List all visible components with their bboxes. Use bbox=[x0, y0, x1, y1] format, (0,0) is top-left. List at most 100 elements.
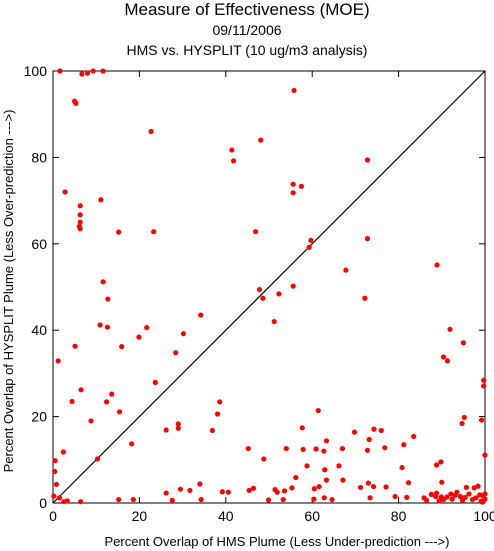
data-point bbox=[100, 279, 106, 285]
data-point bbox=[73, 100, 79, 106]
data-point bbox=[439, 479, 445, 485]
data-point bbox=[475, 483, 481, 489]
x-tick-label: 80 bbox=[391, 508, 407, 524]
data-point bbox=[461, 414, 467, 421]
data-point bbox=[448, 491, 454, 497]
data-point bbox=[424, 497, 430, 504]
data-point bbox=[434, 490, 440, 496]
x-tick-label: 100 bbox=[473, 508, 494, 524]
data-point bbox=[77, 219, 83, 225]
data-point bbox=[77, 226, 83, 232]
data-point bbox=[482, 491, 488, 497]
data-point bbox=[440, 354, 447, 360]
data-point bbox=[459, 420, 465, 427]
data-point bbox=[271, 318, 277, 325]
data-point bbox=[103, 399, 110, 405]
data-point bbox=[478, 417, 485, 423]
data-point bbox=[173, 350, 179, 356]
data-point bbox=[100, 68, 106, 74]
data-point bbox=[343, 267, 349, 273]
data-point bbox=[290, 181, 296, 187]
data-point bbox=[367, 495, 373, 501]
data-point bbox=[479, 499, 486, 505]
data-point bbox=[53, 481, 60, 488]
data-point bbox=[401, 442, 407, 448]
data-point bbox=[364, 236, 371, 242]
data-point bbox=[434, 462, 440, 468]
data-point bbox=[457, 493, 463, 500]
data-point bbox=[405, 480, 412, 486]
data-point bbox=[109, 391, 115, 397]
data-point bbox=[175, 425, 181, 431]
data-point bbox=[175, 421, 181, 427]
data-point bbox=[260, 295, 266, 301]
chart-title: Measure of Effectiveness (MOE) bbox=[124, 0, 370, 19]
data-point bbox=[56, 495, 63, 501]
data-point bbox=[473, 495, 479, 501]
data-point bbox=[449, 496, 455, 502]
data-point bbox=[357, 484, 364, 491]
data-point bbox=[177, 486, 184, 492]
data-point bbox=[55, 358, 61, 364]
data-point bbox=[316, 483, 322, 490]
data-point bbox=[399, 464, 405, 471]
data-point bbox=[323, 438, 330, 444]
data-point bbox=[336, 463, 342, 469]
data-point bbox=[116, 496, 122, 503]
data-point bbox=[311, 486, 317, 492]
data-point bbox=[300, 446, 306, 453]
data-point bbox=[482, 452, 488, 458]
data-point bbox=[364, 157, 371, 163]
data-point bbox=[62, 189, 68, 195]
data-point bbox=[364, 447, 371, 453]
y-tick-label: 80 bbox=[31, 149, 47, 165]
data-point bbox=[436, 498, 442, 504]
data-point bbox=[304, 463, 310, 469]
data-point bbox=[129, 441, 135, 447]
data-point bbox=[77, 212, 83, 218]
data-point bbox=[313, 446, 319, 452]
data-point bbox=[392, 493, 398, 500]
data-point bbox=[51, 493, 57, 499]
x-axis-label: Percent Overlap of HMS Plume (Less Under… bbox=[105, 534, 450, 549]
data-point bbox=[144, 325, 150, 331]
y-tick-label: 0 bbox=[39, 495, 47, 511]
data-point bbox=[119, 344, 125, 350]
data-point bbox=[481, 377, 487, 383]
data-point bbox=[290, 283, 296, 289]
y-tick-label: 60 bbox=[31, 236, 47, 252]
data-point bbox=[116, 229, 122, 235]
data-point bbox=[293, 474, 299, 481]
data-point bbox=[79, 71, 85, 77]
data-point bbox=[163, 427, 169, 433]
data-point bbox=[90, 68, 96, 74]
data-point bbox=[217, 399, 223, 405]
data-point bbox=[52, 458, 58, 464]
data-point bbox=[130, 496, 136, 503]
data-point bbox=[136, 334, 142, 340]
data-point bbox=[276, 291, 282, 297]
data-point bbox=[283, 445, 289, 452]
data-point bbox=[198, 312, 204, 318]
data-point bbox=[322, 467, 328, 473]
data-point bbox=[72, 343, 78, 349]
data-point bbox=[370, 483, 377, 490]
data-point bbox=[382, 445, 388, 451]
data-point bbox=[452, 492, 458, 498]
data-point bbox=[229, 147, 235, 153]
data-point bbox=[289, 485, 295, 491]
x-tick-label: 0 bbox=[49, 508, 57, 524]
data-point bbox=[321, 495, 327, 501]
y-tick-label: 40 bbox=[31, 322, 47, 338]
data-point bbox=[306, 244, 312, 250]
data-point bbox=[105, 296, 111, 302]
data-point bbox=[280, 496, 286, 503]
data-point bbox=[281, 488, 288, 494]
data-point bbox=[340, 477, 346, 483]
data-point bbox=[362, 295, 368, 301]
data-point bbox=[404, 494, 410, 500]
data-point bbox=[411, 433, 417, 440]
data-point bbox=[444, 494, 450, 500]
y-tick-label: 100 bbox=[24, 63, 48, 79]
